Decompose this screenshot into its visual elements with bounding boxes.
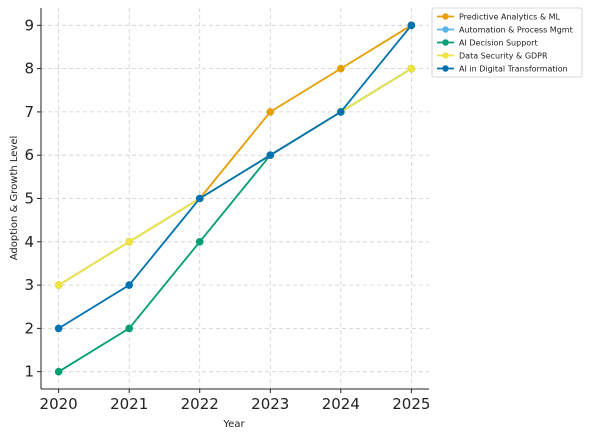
tick-labels: 2020 2021 2022 2023 2024 2025 1 2 3 4 5 6 7 8 9 — [24, 16, 430, 413]
data-point — [337, 108, 345, 116]
legend-marker — [442, 13, 449, 20]
legend-entry: AI in Digital Transformation — [437, 65, 568, 74]
x-tick-label: 2025 — [392, 395, 430, 413]
legend-entry: Data Security & GDPR — [437, 52, 548, 61]
x-tick-label: 2024 — [322, 395, 360, 413]
y-tick-label: 4 — [24, 233, 34, 251]
legend-label: Automation & Process Mgmt — [459, 26, 573, 35]
data-point — [125, 237, 133, 246]
data-point — [125, 324, 133, 333]
legend-entry: Predictive Analytics & ML — [437, 13, 561, 22]
data-point — [54, 367, 63, 376]
y-axis-title: Adoption & Growth Level — [9, 136, 20, 261]
x-tick-label: 2020 — [40, 395, 78, 413]
data-point — [266, 151, 275, 160]
data-point — [125, 281, 133, 289]
y-tick-label: 8 — [24, 60, 34, 78]
data-point — [407, 64, 416, 73]
y-tick-label: 7 — [24, 103, 34, 121]
data-point — [54, 281, 63, 289]
series — [54, 21, 416, 376]
data-point — [54, 324, 63, 333]
legend-marker — [442, 26, 449, 33]
x-tick-label: 2023 — [251, 395, 289, 413]
legend-label: Predictive Analytics & ML — [459, 13, 561, 22]
y-tick-label: 2 — [24, 319, 34, 337]
legend-marker — [442, 52, 449, 59]
data-point — [195, 237, 204, 246]
legend-entry: AI Decision Support — [437, 39, 538, 48]
legend-box — [431, 7, 583, 78]
y-tick-label: 9 — [24, 16, 34, 34]
y-tick-label: 1 — [24, 363, 34, 381]
data-point — [195, 194, 204, 203]
data-point — [266, 108, 275, 116]
legend-entry: Automation & Process Mgmt — [437, 26, 573, 35]
legend-label: Data Security & GDPR — [459, 52, 548, 61]
axes — [37, 8, 429, 393]
legend-marker — [442, 65, 449, 72]
series-line — [58, 24, 413, 330]
data-point — [337, 64, 345, 73]
x-tick-label: 2021 — [110, 395, 148, 413]
legend: Predictive Analytics & ML Automation & Pr… — [431, 7, 583, 78]
y-tick-label: 6 — [24, 146, 34, 164]
series-5 — [54, 21, 416, 333]
series-1 — [54, 21, 416, 289]
legend-marker — [442, 39, 449, 46]
series-line — [58, 67, 412, 373]
x-tick-label: 2022 — [181, 395, 219, 413]
legend-label: AI in Digital Transformation — [459, 65, 568, 74]
series-3 — [54, 64, 416, 376]
y-tick-label: 5 — [24, 190, 34, 208]
y-tick-label: 3 — [24, 276, 34, 294]
data-point — [407, 21, 416, 30]
x-axis-title: Year — [222, 419, 245, 430]
legend-label: AI Decision Support — [459, 39, 538, 48]
